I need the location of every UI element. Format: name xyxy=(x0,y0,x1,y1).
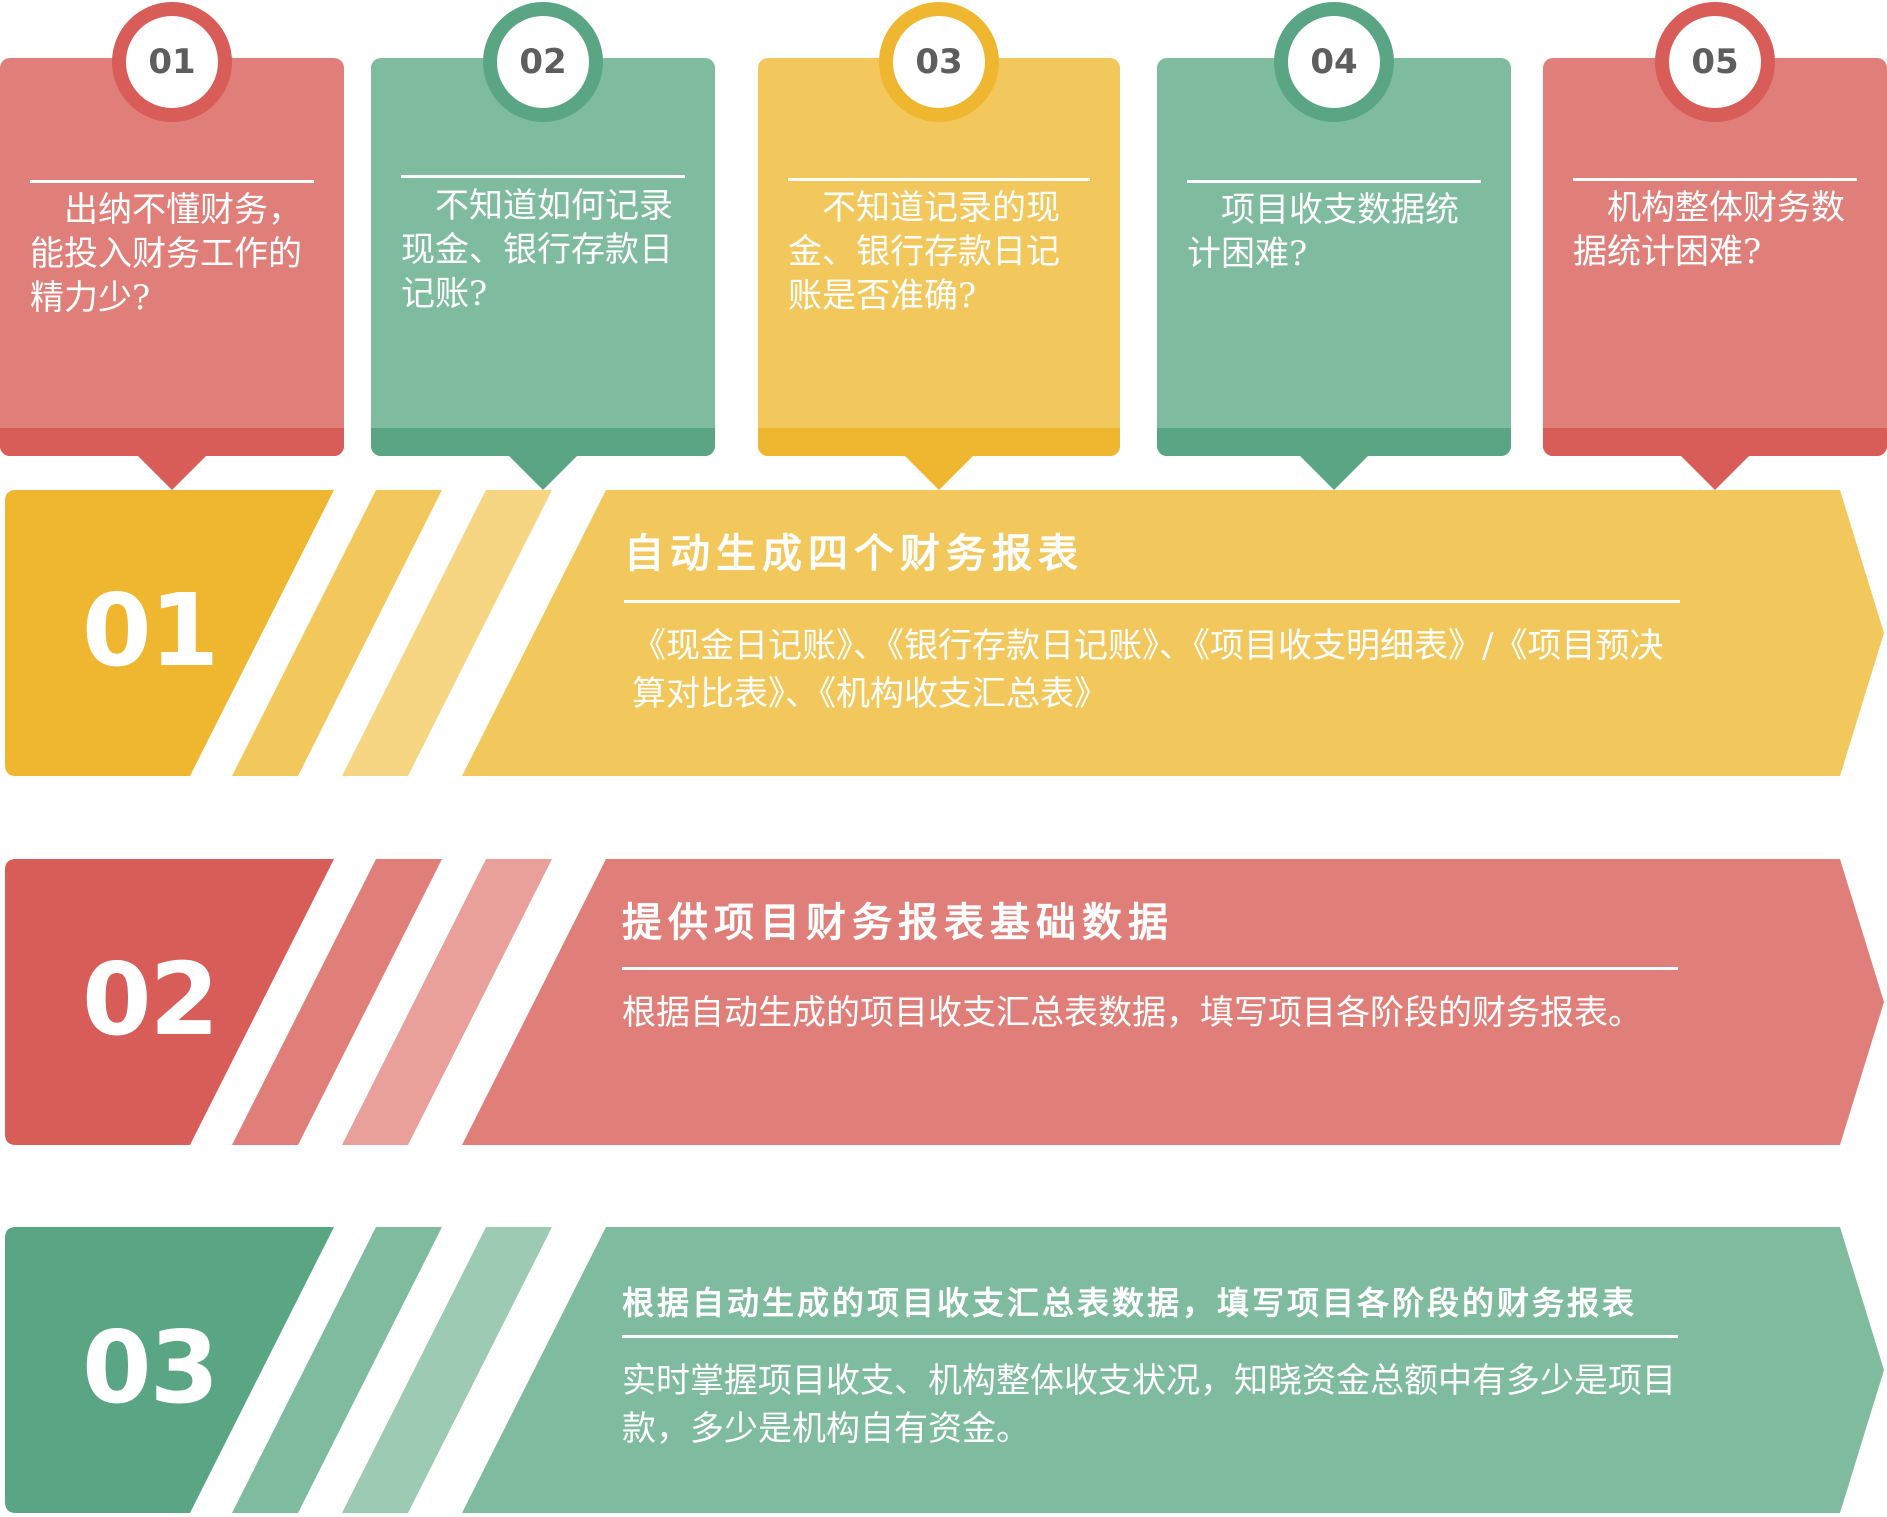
card-badge-ring: 03 xyxy=(879,2,999,122)
band-number: 03 xyxy=(82,1309,219,1426)
card-badge-ring: 05 xyxy=(1655,2,1775,122)
card-pointer xyxy=(905,456,973,490)
question-card-3: 03 不知道记录的现金、银行存款日记账是否准确? xyxy=(758,2,1120,490)
card-text: 不知道如何记录现金、银行存款日记账? xyxy=(401,186,673,314)
question-card-2: 02 不知道如何记录现金、银行存款日记账? xyxy=(371,2,715,490)
band-number-block xyxy=(5,1227,334,1513)
question-card-5: 05 机构整体财务数据统计困难? xyxy=(1543,2,1887,490)
band-description: 根据自动生成的项目收支汇总表数据，填写项目各阶段的财务报表。 xyxy=(622,993,1642,1033)
card-divider xyxy=(788,178,1090,181)
card-divider xyxy=(30,180,314,183)
band-number-block xyxy=(5,859,334,1145)
band-title: 自动生成四个财务报表 xyxy=(624,531,1084,577)
feature-band-3: 03 根据自动生成的项目收支汇总表数据，填写项目各阶段的财务报表 实时掌握项目收… xyxy=(0,1227,1887,1517)
card-badge-ring: 04 xyxy=(1274,2,1394,122)
band-title: 提供项目财务报表基础数据 xyxy=(622,900,1174,946)
card-divider xyxy=(1573,178,1857,181)
band-shapes xyxy=(5,490,1884,776)
card-footer xyxy=(0,428,344,456)
band-description: 实时掌握项目收支、机构整体收支状况，知晓资金总额中有多少是项目款，多少是机构自有… xyxy=(622,1361,1676,1449)
band-stripe-2 xyxy=(342,490,552,776)
card-divider xyxy=(401,175,685,178)
card-text: 项目收支数据统计困难? xyxy=(1187,190,1459,274)
card-number: 02 xyxy=(497,16,589,108)
band-number: 01 xyxy=(82,572,219,689)
card-footer xyxy=(758,428,1120,456)
card-divider xyxy=(1187,180,1481,183)
band-divider xyxy=(622,1335,1678,1338)
card-footer xyxy=(371,428,715,456)
band-stripe-1 xyxy=(232,859,442,1145)
band-description: 《现金日记账》、《银行存款日记账》、《项目收支明细表》/《项目预决算对比表》、《… xyxy=(632,626,1664,714)
card-text: 不知道记录的现金、银行存款日记账是否准确? xyxy=(788,188,1060,316)
card-number: 03 xyxy=(893,16,985,108)
question-card-4: 04 项目收支数据统计困难? xyxy=(1157,2,1511,490)
band-stripe-2 xyxy=(342,859,552,1145)
band-arrow-body xyxy=(462,859,1884,1145)
card-badge-ring: 02 xyxy=(483,2,603,122)
card-number: 05 xyxy=(1669,16,1761,108)
card-number: 04 xyxy=(1288,16,1380,108)
card-text: 出纳不懂财务，能投入财务工作的精力少? xyxy=(30,190,302,318)
band-stripe-1 xyxy=(232,490,442,776)
card-number: 01 xyxy=(126,16,218,108)
band-arrow-body xyxy=(462,1227,1884,1513)
band-number-block xyxy=(5,490,334,776)
band-stripe-1 xyxy=(232,1227,442,1513)
card-footer xyxy=(1543,428,1887,456)
card-pointer xyxy=(509,456,577,490)
band-shapes xyxy=(5,1227,1884,1513)
band-arrow-body xyxy=(462,490,1884,776)
band-title: 根据自动生成的项目收支汇总表数据，填写项目各阶段的财务报表 xyxy=(622,1284,1638,1322)
feature-band-2: 02 提供项目财务报表基础数据 根据自动生成的项目收支汇总表数据，填写项目各阶段… xyxy=(0,859,1887,1149)
card-footer xyxy=(1157,428,1511,456)
band-number: 02 xyxy=(82,941,219,1058)
band-divider xyxy=(624,600,1680,603)
band-shapes xyxy=(5,859,1884,1145)
band-divider xyxy=(622,967,1678,970)
card-pointer xyxy=(1681,456,1749,490)
band-stripe-2 xyxy=(342,1227,552,1513)
card-badge-ring: 01 xyxy=(112,2,232,122)
feature-band-1: 01 自动生成四个财务报表 《现金日记账》、《银行存款日记账》、《项目收支明细表… xyxy=(0,490,1887,780)
card-text: 机构整体财务数据统计困难? xyxy=(1573,188,1845,272)
card-pointer xyxy=(138,456,206,490)
question-card-1: 01 出纳不懂财务，能投入财务工作的精力少? xyxy=(0,2,344,490)
card-pointer xyxy=(1300,456,1368,490)
